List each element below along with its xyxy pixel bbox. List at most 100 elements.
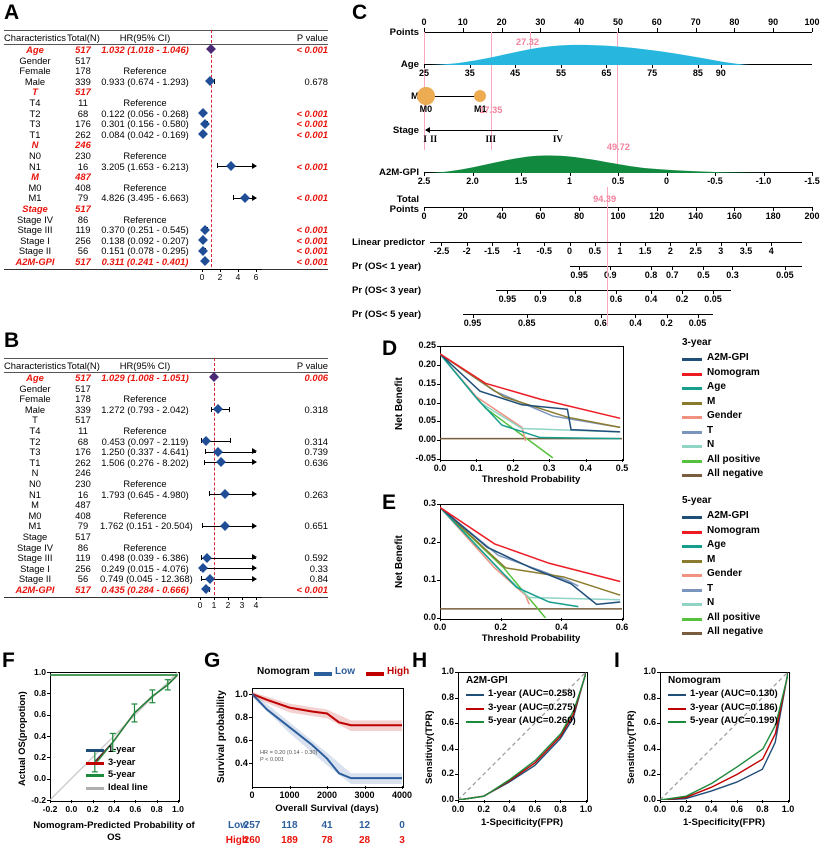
linear-predictor-label: 1: [617, 246, 623, 256]
plot-frame: [252, 688, 404, 788]
total-points-tick: [773, 207, 775, 211]
ci-cap-low: [216, 163, 218, 169]
legend-swatch: [682, 530, 702, 534]
table-row: N 246: [4, 139, 328, 150]
legend-swatch: [86, 774, 104, 777]
legend-swatch: [682, 474, 702, 477]
table-bottom-rule: [4, 596, 328, 598]
ci-whisker: [200, 568, 256, 570]
x-tick: [256, 596, 257, 600]
row-total: 230: [75, 478, 91, 489]
legend-swatch: [682, 401, 702, 405]
total-points-tick: [579, 207, 581, 211]
y-tick: [437, 580, 440, 581]
x-tick-label: 0.5: [615, 463, 629, 473]
table-row: M1 79 1.762 (0.151 - 20.504) 0.651: [4, 520, 328, 531]
table-row: M 487: [4, 171, 328, 182]
row-total: 487: [75, 499, 91, 511]
row-characteristic: Stage I: [20, 562, 50, 574]
x-tick: [458, 800, 459, 803]
row-hr: 0.453 (0.097 - 2.119): [101, 435, 189, 447]
x-tick: [50, 800, 51, 803]
y-tick-label: -0.05: [415, 453, 436, 463]
row-total: 487: [75, 171, 91, 183]
a2mgpi-tick: [715, 172, 716, 176]
total-points-tick: [462, 207, 464, 211]
linear-predictor-label: 3: [718, 246, 724, 256]
row-hr: 1.029 (1.008 - 1.051): [101, 372, 189, 383]
x-tick: [214, 596, 215, 600]
row-pvalue: 0.33: [309, 562, 328, 574]
pr1-tick: [650, 266, 652, 270]
x-tick-label: 0.0: [433, 463, 447, 473]
points-label: 50: [612, 17, 623, 27]
y-axis-title: Net Benefit: [394, 376, 405, 430]
row-total: 230: [75, 150, 91, 161]
legend-label: Age: [707, 539, 726, 550]
y-axis-title: Sensitivity(TPR): [424, 710, 435, 784]
table-row: A2M-GPI 517 0.311 (0.241 - 0.401) < 0.001: [4, 256, 328, 267]
x-tick: [440, 459, 441, 462]
age-tick: [720, 64, 722, 68]
row-characteristic: Female: [19, 393, 51, 405]
row-pvalue: 0.636: [304, 456, 328, 468]
linear-predictor-label: -1: [513, 246, 522, 256]
row-total: 68: [77, 107, 89, 119]
table-row: Stage III 119 0.370 (0.251 - 0.545) < 0.001: [4, 224, 328, 235]
pr3-tick: [682, 290, 684, 294]
legend-swatch: [682, 617, 702, 621]
x-tick-label: 0.2: [494, 622, 507, 632]
points-tick: [540, 28, 542, 32]
linear-predictor-tick: [441, 242, 443, 246]
total-points-tick: [424, 207, 425, 211]
total-points-label: 200: [804, 211, 820, 221]
row-characteristic: Stage III: [17, 552, 53, 564]
y-tick-label: 0.00: [418, 434, 436, 445]
table-row: Female 178 Reference: [4, 393, 328, 404]
y-tick-label: 1.0: [234, 687, 248, 699]
y-tick: [437, 421, 440, 423]
legend-swatch: [86, 761, 104, 765]
nomo-row-pr3: Pr (OS< 3 year): [352, 285, 422, 296]
table-row: Stage II 56 0.151 (0.078 - 0.295) < 0.001: [4, 245, 328, 256]
y-tick: [437, 346, 440, 347]
row-characteristic: Gender: [19, 54, 51, 66]
row-hr: Reference: [123, 97, 167, 108]
row-total: 56: [77, 573, 89, 585]
ci-arrow-high: [252, 554, 257, 561]
row-hr: Reference: [123, 213, 167, 225]
stage-label-III: III: [485, 134, 496, 144]
row-hr: 1.250 (0.337 - 4.641): [101, 446, 189, 458]
table-row: Stage II 56 0.749 (0.045 - 12.368) 0.84: [4, 573, 328, 584]
row-pvalue: < 0.001: [296, 192, 328, 204]
y-tick: [455, 723, 458, 725]
table-row: T3 176 1.250 (0.337 - 4.641) 0.739: [4, 446, 328, 457]
y-tick-label: -0.2: [31, 794, 46, 805]
row-characteristic: A2M-GPI: [15, 584, 55, 595]
row-total: 517: [75, 414, 91, 426]
row-pvalue: < 0.001: [296, 245, 328, 257]
y-tick-label: 0.8: [441, 691, 454, 702]
pr1-label: 0.7: [666, 270, 679, 280]
legend-title: 3-year: [682, 337, 712, 348]
pr3-label: 0.9: [534, 294, 547, 304]
roc-title: A2M-GPI: [466, 675, 508, 686]
risk-count: 28: [358, 835, 371, 846]
legend-label: N: [707, 439, 715, 450]
age-label: 55: [555, 68, 566, 78]
points-tick: [462, 28, 464, 32]
legend-label: Gender: [707, 568, 743, 579]
row-characteristic: M1: [28, 192, 42, 204]
linear-predictor-tick: [619, 242, 621, 246]
row-characteristic: Stage III: [17, 224, 53, 236]
total-points-label: 80: [574, 211, 585, 221]
nomo-row-age: Age: [400, 59, 419, 70]
y-tick-label: 0.0: [643, 794, 656, 804]
row-total: 11: [78, 97, 88, 108]
legend-swatch-Low: [314, 672, 332, 676]
a2mgpi-label: -1.0: [755, 176, 772, 186]
row-characteristic: M: [31, 499, 39, 511]
x-tick-label: 0.2: [679, 804, 692, 814]
x-axis-title: Nomogram-Predicted Probability of OS: [33, 820, 195, 843]
row-total: 256: [75, 234, 91, 246]
